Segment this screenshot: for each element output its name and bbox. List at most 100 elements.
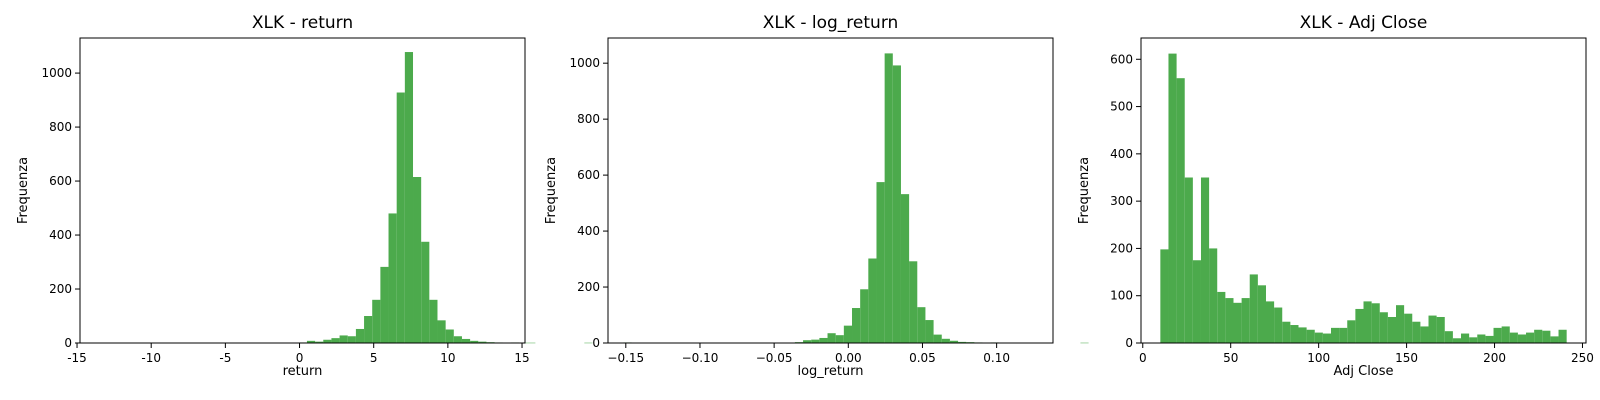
x-tick-label: -15 bbox=[67, 351, 87, 365]
histogram-bar bbox=[527, 342, 536, 344]
histogram-bar bbox=[421, 241, 430, 343]
y-tick-label: 800 bbox=[49, 120, 72, 134]
x-tick-label: 0 bbox=[296, 351, 304, 365]
histogram-bar bbox=[1249, 274, 1258, 343]
y-tick-label: 100 bbox=[1110, 289, 1133, 303]
histogram-bar bbox=[1200, 177, 1210, 343]
x-axis-label: Adj Close bbox=[1333, 364, 1393, 379]
y-tick-label: 500 bbox=[1110, 100, 1133, 114]
y-tick-label: 1000 bbox=[569, 56, 600, 70]
histogram-bar bbox=[1168, 53, 1177, 343]
histogram-bar bbox=[843, 325, 853, 343]
histogram-bar bbox=[1420, 326, 1429, 343]
y-tick-label: 600 bbox=[577, 168, 600, 182]
histogram-bar bbox=[868, 258, 877, 343]
histogram-bar bbox=[347, 336, 356, 343]
histogram-bar bbox=[1379, 312, 1388, 343]
histogram-bar bbox=[1517, 334, 1527, 343]
y-tick-label: 300 bbox=[1110, 194, 1133, 208]
histogram-bar bbox=[1501, 326, 1510, 343]
histogram-bar bbox=[1452, 338, 1462, 343]
histogram-bar bbox=[835, 335, 844, 343]
x-tick-label: 5 bbox=[370, 351, 378, 365]
histogram-bar bbox=[1534, 329, 1543, 343]
histogram-bar bbox=[413, 177, 422, 343]
histogram-bar bbox=[892, 65, 901, 344]
histogram-bar bbox=[1477, 334, 1486, 343]
chart-panel-3: 0 50 100 150 200 250 0 100 200 300 400 500 600 XLK - … bbox=[1077, 13, 1594, 379]
histogram-bar bbox=[1493, 327, 1502, 343]
histogram-bar bbox=[1387, 316, 1397, 343]
histogram-bar bbox=[437, 320, 446, 343]
y-tick-label: 200 bbox=[49, 282, 72, 296]
x-tick-label: 50 bbox=[1223, 351, 1238, 365]
histogram-bar bbox=[315, 341, 324, 343]
y-tick-label: 0 bbox=[1125, 336, 1133, 350]
histogram-bar bbox=[1274, 307, 1283, 343]
histogram-bar bbox=[1241, 298, 1250, 343]
histogram-bar bbox=[364, 316, 373, 343]
histogram-bar bbox=[1184, 177, 1193, 343]
y-axis-label: Frequenza bbox=[544, 157, 559, 224]
histogram-bar bbox=[478, 341, 487, 343]
x-axis-label: log_return bbox=[797, 364, 863, 379]
x-tick-label: 150 bbox=[1395, 351, 1418, 365]
y-axis-label: Frequenza bbox=[1077, 157, 1092, 224]
histogram-bar bbox=[1526, 332, 1535, 343]
y-tick-label: 600 bbox=[49, 174, 72, 188]
histogram-bar bbox=[1509, 332, 1518, 343]
histogram-bar bbox=[1233, 302, 1242, 343]
histogram-bar bbox=[1176, 78, 1185, 343]
y-tick-label: 800 bbox=[577, 112, 600, 126]
x-tick-label: -5 bbox=[219, 351, 231, 365]
histogram-bar bbox=[429, 299, 438, 343]
histogram-bar bbox=[1339, 327, 1348, 343]
histogram-bar bbox=[1257, 285, 1266, 343]
histogram-bar bbox=[396, 92, 405, 344]
histogram-bar bbox=[1209, 248, 1218, 343]
y-axis-label: Frequenza bbox=[16, 157, 31, 224]
histogram-bar bbox=[584, 342, 593, 344]
x-tick-label: -10 bbox=[141, 351, 161, 365]
y-tick-label: 1000 bbox=[41, 66, 72, 80]
histogram-bar bbox=[1282, 321, 1291, 343]
x-tick-label: 15 bbox=[514, 351, 529, 365]
x-tick-label: 0.00 bbox=[835, 351, 862, 365]
histogram-bar bbox=[819, 337, 828, 343]
y-tick-label: 0 bbox=[592, 336, 600, 350]
y-tick-label: 400 bbox=[1110, 147, 1133, 161]
histogram-bar bbox=[803, 340, 812, 343]
histogram-bar bbox=[958, 341, 967, 343]
plot-frame bbox=[79, 37, 526, 344]
histogram-bar bbox=[331, 338, 340, 343]
histogram-bars bbox=[623, 53, 1089, 344]
y-tick-label: 200 bbox=[577, 280, 600, 294]
plot-frame bbox=[1140, 37, 1587, 344]
histogram-bar bbox=[445, 329, 454, 343]
chart-title: XLK - Adj Close bbox=[1300, 13, 1428, 33]
histogram-bar bbox=[1363, 301, 1372, 343]
x-tick-label: −0.05 bbox=[756, 351, 793, 365]
chart-title: XLK - return bbox=[252, 13, 353, 33]
histogram-bar bbox=[1314, 332, 1323, 343]
histogram-bar bbox=[404, 52, 414, 343]
histogram-bar bbox=[1404, 313, 1413, 343]
histogram-bar bbox=[949, 340, 959, 343]
histogram-bar bbox=[917, 307, 926, 343]
histogram-bars bbox=[94, 52, 691, 344]
histogram-bars bbox=[1160, 53, 1567, 343]
x-tick-label: −0.10 bbox=[682, 351, 719, 365]
histogram-bar bbox=[1298, 327, 1307, 343]
histogram-bar bbox=[933, 334, 942, 343]
histogram-bar bbox=[306, 340, 316, 343]
histogram-bar bbox=[323, 339, 332, 343]
histogram-bar bbox=[380, 266, 389, 343]
histogram-bar bbox=[355, 328, 365, 343]
histogram-bar bbox=[884, 53, 893, 343]
histogram-bar bbox=[876, 182, 885, 343]
histogram-bar bbox=[1550, 336, 1559, 343]
x-tick-label: 200 bbox=[1483, 351, 1506, 365]
histogram-bar bbox=[941, 338, 950, 343]
histogram-bar bbox=[1225, 298, 1234, 343]
